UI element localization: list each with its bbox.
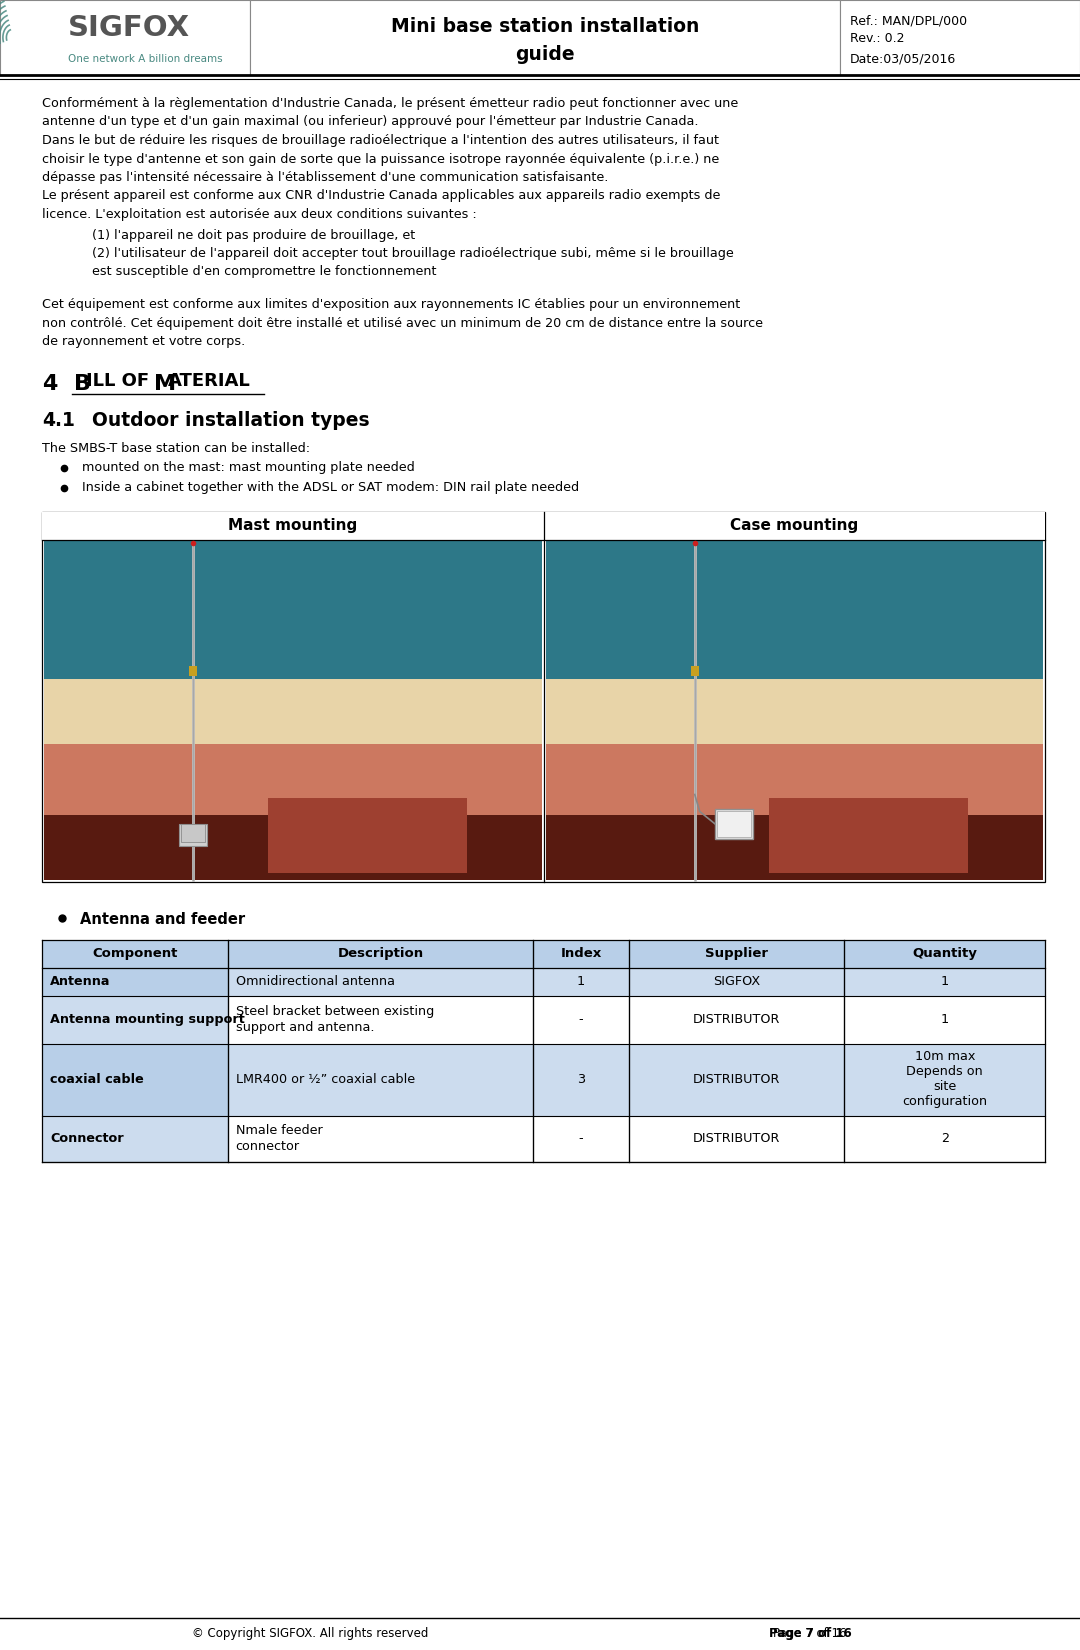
Bar xyxy=(0,0,249,74)
Bar xyxy=(42,967,1045,995)
Text: 1: 1 xyxy=(941,975,948,988)
Text: dépasse pas l'intensité nécessaire à l'établissement d'une communication satisfa: dépasse pas l'intensité nécessaire à l'é… xyxy=(42,172,608,185)
Bar xyxy=(44,678,541,751)
Text: One network A billion dreams: One network A billion dreams xyxy=(68,53,222,63)
Text: guide: guide xyxy=(515,45,575,63)
Bar xyxy=(545,744,1043,822)
Text: 1: 1 xyxy=(577,975,585,988)
Text: B: B xyxy=(75,373,91,393)
Text: DISTRIBUTOR: DISTRIBUTOR xyxy=(693,1132,780,1145)
Bar xyxy=(42,1043,228,1115)
Text: Rev.: 0.2: Rev.: 0.2 xyxy=(850,33,905,46)
Text: (2) l'utilisateur de l'appareil doit accepter tout brouillage radioélectrique su: (2) l'utilisateur de l'appareil doit acc… xyxy=(92,248,733,261)
Text: Depends on: Depends on xyxy=(906,1066,983,1079)
Text: Quantity: Quantity xyxy=(913,947,977,960)
Bar xyxy=(545,540,1043,683)
Bar xyxy=(189,665,198,675)
Text: Antenna: Antenna xyxy=(50,975,110,988)
Text: connector: connector xyxy=(235,1140,299,1152)
Text: Supplier: Supplier xyxy=(705,947,768,960)
Text: 2: 2 xyxy=(941,1132,948,1145)
Text: site: site xyxy=(933,1081,956,1094)
Text: support and antenna.: support and antenna. xyxy=(235,1020,374,1033)
Bar xyxy=(42,1043,1045,1115)
Bar xyxy=(715,808,753,838)
Text: Steel bracket between existing: Steel bracket between existing xyxy=(235,1005,434,1018)
Text: Conformément à la règlementation d'Industrie Canada, le présent émetteur radio p: Conformément à la règlementation d'Indus… xyxy=(42,97,739,111)
Text: Antenna and feeder: Antenna and feeder xyxy=(80,911,245,927)
Bar xyxy=(42,995,1045,1043)
Bar xyxy=(44,815,541,879)
Text: Cet équipement est conforme aux limites d'exposition aux rayonnements IC établie: Cet équipement est conforme aux limites … xyxy=(42,299,740,310)
Text: -: - xyxy=(579,1013,583,1026)
Bar xyxy=(268,799,467,873)
Text: 4: 4 xyxy=(42,373,57,393)
Text: Mast mounting: Mast mounting xyxy=(228,518,357,533)
Bar xyxy=(42,512,1045,881)
Text: Component: Component xyxy=(92,947,177,960)
Text: Page 7 of 16: Page 7 of 16 xyxy=(769,1627,851,1640)
Text: licence. L'exploitation est autorisée aux deux conditions suivantes :: licence. L'exploitation est autorisée au… xyxy=(42,208,476,221)
Text: coaxial cable: coaxial cable xyxy=(50,1072,144,1086)
Bar xyxy=(840,0,1080,74)
Text: 10m max: 10m max xyxy=(915,1051,975,1064)
Bar xyxy=(545,678,1043,751)
Text: antenne d'un type et d'un gain maximal (ou inferieur) approuvé pour l'émetteur p: antenne d'un type et d'un gain maximal (… xyxy=(42,116,699,129)
Bar xyxy=(42,939,1045,967)
Bar xyxy=(42,1115,1045,1162)
Text: 3: 3 xyxy=(577,1072,585,1086)
Text: non contrôlé. Cet équipement doit être installé et utilisé avec un minimum de 20: non contrôlé. Cet équipement doit être i… xyxy=(42,317,762,330)
Text: Ref.: MAN/DPL/000: Ref.: MAN/DPL/000 xyxy=(850,15,967,28)
Text: -: - xyxy=(579,1132,583,1145)
Text: Inside a cabinet together with the ADSL or SAT modem: DIN rail plate needed: Inside a cabinet together with the ADSL … xyxy=(82,482,579,495)
Text: Omnidirectional antenna: Omnidirectional antenna xyxy=(235,975,394,988)
Text: LMR400 or ½” coaxial cable: LMR400 or ½” coaxial cable xyxy=(235,1072,415,1086)
Bar xyxy=(769,799,969,873)
Text: DISTRIBUTOR: DISTRIBUTOR xyxy=(693,1013,780,1026)
Text: © Copyright SIGFOX. All rights reserved: © Copyright SIGFOX. All rights reserved xyxy=(192,1627,428,1640)
Text: configuration: configuration xyxy=(902,1096,987,1109)
Text: choisir le type d'antenne et son gain de sorte que la puissance isotrope rayonné: choisir le type d'antenne et son gain de… xyxy=(42,152,719,165)
Text: Connector: Connector xyxy=(50,1132,123,1145)
Text: Mini base station installation: Mini base station installation xyxy=(391,16,699,36)
Text: ATERIAL: ATERIAL xyxy=(168,371,251,389)
Text: 1: 1 xyxy=(941,1013,948,1026)
Bar xyxy=(543,512,1045,540)
Text: mounted on the mast: mast mounting plate needed: mounted on the mast: mast mounting plate… xyxy=(82,462,415,475)
Text: SIGFOX: SIGFOX xyxy=(713,975,760,988)
Bar xyxy=(44,744,541,822)
Text: Le présent appareil est conforme aux CNR d'Industrie Canada applicables aux appa: Le présent appareil est conforme aux CNR… xyxy=(42,190,720,203)
Bar xyxy=(181,823,205,842)
Text: Outdoor installation types: Outdoor installation types xyxy=(92,411,369,431)
Text: DISTRIBUTOR: DISTRIBUTOR xyxy=(693,1072,780,1086)
Bar xyxy=(179,823,207,845)
Text: de rayonnement et votre corps.: de rayonnement et votre corps. xyxy=(42,335,245,348)
Bar xyxy=(249,0,840,74)
Bar xyxy=(44,540,541,683)
Text: The SMBS-T base station can be installed:: The SMBS-T base station can be installed… xyxy=(42,442,310,454)
Text: Date:03/05/2016: Date:03/05/2016 xyxy=(850,53,956,64)
Text: Case mounting: Case mounting xyxy=(730,518,859,533)
Text: est susceptible d'en compromettre le fonctionnement: est susceptible d'en compromettre le fon… xyxy=(92,266,436,279)
Text: Page 7 of 16: Page 7 of 16 xyxy=(773,1627,847,1640)
Text: SIGFOX: SIGFOX xyxy=(68,15,190,43)
Text: 4.1: 4.1 xyxy=(42,411,75,431)
Text: (1) l'appareil ne doit pas produire de brouillage, et: (1) l'appareil ne doit pas produire de b… xyxy=(92,228,415,241)
Text: M: M xyxy=(154,373,176,393)
Text: Description: Description xyxy=(337,947,423,960)
Bar xyxy=(42,512,543,540)
Text: Index: Index xyxy=(561,947,602,960)
Text: Antenna mounting support: Antenna mounting support xyxy=(50,1013,245,1026)
Text: Nmale feeder: Nmale feeder xyxy=(235,1125,322,1137)
Bar xyxy=(42,967,228,995)
Bar xyxy=(42,995,228,1043)
Bar xyxy=(545,815,1043,879)
Bar xyxy=(42,1115,228,1162)
Bar xyxy=(691,665,699,675)
Bar xyxy=(717,810,751,837)
Text: ILL OF: ILL OF xyxy=(86,371,156,389)
Text: Dans le but de réduire les risques de brouillage radioélectrique a l'intention d: Dans le but de réduire les risques de br… xyxy=(42,134,719,147)
